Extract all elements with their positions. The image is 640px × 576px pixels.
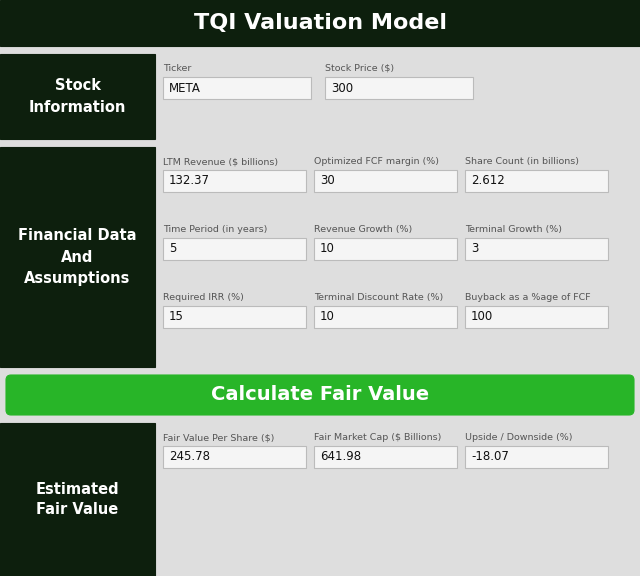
Bar — [314, 446, 457, 468]
Text: 3: 3 — [471, 242, 478, 256]
Bar — [0, 423, 155, 576]
Bar — [465, 446, 608, 468]
Text: Stock Price ($): Stock Price ($) — [325, 64, 394, 73]
Bar — [465, 306, 608, 328]
Bar — [0, 54, 640, 139]
Text: Financial Data
And
Assumptions: Financial Data And Assumptions — [19, 229, 137, 286]
Bar — [163, 238, 306, 260]
Text: 15: 15 — [169, 310, 184, 324]
Text: LTM Revenue ($ billions): LTM Revenue ($ billions) — [163, 157, 278, 166]
Text: 2.612: 2.612 — [471, 175, 505, 188]
Bar — [314, 170, 457, 192]
Text: Ticker: Ticker — [163, 64, 191, 73]
Text: Terminal Growth (%): Terminal Growth (%) — [465, 225, 562, 234]
Bar — [0, 0, 640, 46]
Text: Share Count (in billions): Share Count (in billions) — [465, 157, 579, 166]
Text: Fair Market Cap ($ Billions): Fair Market Cap ($ Billions) — [314, 433, 442, 442]
Bar — [325, 77, 473, 99]
Text: Optimized FCF margin (%): Optimized FCF margin (%) — [314, 157, 439, 166]
Text: 30: 30 — [320, 175, 335, 188]
Bar — [0, 147, 640, 367]
Text: Buyback as a %age of FCF: Buyback as a %age of FCF — [465, 293, 591, 302]
Bar — [163, 306, 306, 328]
Bar — [163, 170, 306, 192]
Text: Estimated
Fair Value: Estimated Fair Value — [36, 482, 119, 517]
Text: 641.98: 641.98 — [320, 450, 361, 464]
Text: 10: 10 — [320, 310, 335, 324]
Text: Time Period (in years): Time Period (in years) — [163, 225, 268, 234]
Text: Upside / Downside (%): Upside / Downside (%) — [465, 433, 573, 442]
Text: Terminal Discount Rate (%): Terminal Discount Rate (%) — [314, 293, 444, 302]
Text: Stock
Information: Stock Information — [29, 78, 126, 115]
Text: 100: 100 — [471, 310, 493, 324]
Bar — [163, 77, 311, 99]
FancyBboxPatch shape — [6, 375, 634, 415]
Text: 300: 300 — [331, 81, 353, 94]
Bar — [0, 423, 640, 576]
Text: 5: 5 — [169, 242, 177, 256]
Bar — [465, 238, 608, 260]
Text: Required IRR (%): Required IRR (%) — [163, 293, 244, 302]
Bar — [465, 170, 608, 192]
Text: 10: 10 — [320, 242, 335, 256]
Text: META: META — [169, 81, 201, 94]
Bar — [314, 306, 457, 328]
Bar — [0, 54, 155, 139]
Bar — [0, 147, 155, 367]
Text: Calculate Fair Value: Calculate Fair Value — [211, 385, 429, 404]
Text: 245.78: 245.78 — [169, 450, 210, 464]
Text: Fair Value Per Share ($): Fair Value Per Share ($) — [163, 433, 275, 442]
Text: -18.07: -18.07 — [471, 450, 509, 464]
Bar — [314, 238, 457, 260]
Text: Revenue Growth (%): Revenue Growth (%) — [314, 225, 412, 234]
Text: TQI Valuation Model: TQI Valuation Model — [193, 13, 447, 33]
Text: 132.37: 132.37 — [169, 175, 210, 188]
Bar — [163, 446, 306, 468]
